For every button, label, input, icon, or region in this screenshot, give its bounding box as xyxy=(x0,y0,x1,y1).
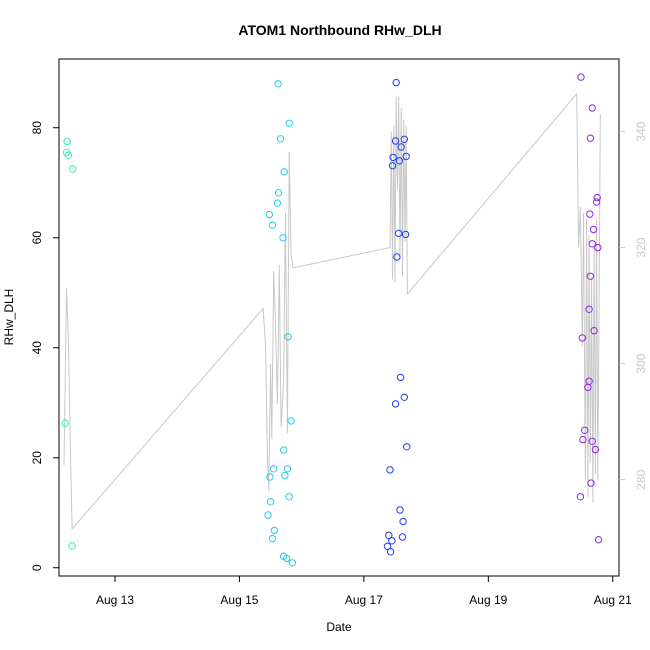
data-point-series-3 xyxy=(401,230,410,239)
data-point-series-2 xyxy=(274,189,283,197)
data-point-series-3 xyxy=(398,533,407,541)
data-point-series-4 xyxy=(590,327,598,335)
data-point-series-2 xyxy=(284,333,292,341)
data-point-series-2 xyxy=(285,119,293,128)
data-point-series-3 xyxy=(400,393,408,401)
data-point-series-3 xyxy=(392,78,400,87)
data-point-series-2 xyxy=(283,465,292,473)
data-point-series-3 xyxy=(395,229,403,238)
data-point-series-2 xyxy=(264,511,272,519)
data-point-series-3 xyxy=(386,548,395,556)
x-tick-label: Aug 19 xyxy=(469,593,507,607)
y-axis-left: 0 20 40 60 80 xyxy=(30,121,59,571)
data-point-series-2 xyxy=(285,493,293,501)
data-point-series-3 xyxy=(391,137,400,145)
data-point-series-2 xyxy=(270,465,278,473)
data-point-series-2 xyxy=(287,417,295,425)
data-point-series-1 xyxy=(61,419,69,427)
x-tick-label: Aug 13 xyxy=(96,593,134,607)
data-point-series-3 xyxy=(396,506,404,514)
data-point-series-2 xyxy=(268,534,277,543)
overlay-line-layer xyxy=(63,92,601,531)
data-point-series-3 xyxy=(386,466,394,474)
data-point-series-2 xyxy=(266,473,274,481)
y-tick-label: 40 xyxy=(30,341,44,355)
data-point-series-3 xyxy=(388,537,396,545)
right-y-tick-label: 320 xyxy=(634,237,648,257)
x-tick-label: Aug 15 xyxy=(220,593,258,607)
data-point-series-3 xyxy=(393,253,401,261)
data-point-series-3 xyxy=(402,152,410,161)
x-axis: Aug 13 Aug 15 Aug 17 Aug 19 Aug 21 xyxy=(96,576,632,607)
data-point-series-4 xyxy=(586,210,594,218)
data-point-series-4 xyxy=(581,426,589,434)
right-y-tick-label: 300 xyxy=(634,353,648,373)
data-point-series-2 xyxy=(279,446,288,454)
data-point-series-2 xyxy=(288,559,296,567)
data-point-series-4 xyxy=(587,479,595,487)
data-point-series-4 xyxy=(585,305,593,313)
data-point-series-3 xyxy=(385,531,393,539)
data-point-series-2 xyxy=(265,210,273,219)
data-point-series-4 xyxy=(578,334,586,342)
data-point-series-3 xyxy=(389,153,397,162)
data-point-series-3 xyxy=(399,517,407,526)
chart-title: ATOM1 Northbound RHw_DLH xyxy=(238,22,441,38)
data-point-series-4 xyxy=(588,437,596,445)
data-point-series-2 xyxy=(274,80,282,88)
x-tick-label: Aug 17 xyxy=(345,593,383,607)
data-point-series-3 xyxy=(397,143,405,151)
y-axis-right: 280 300 320 340 xyxy=(619,121,648,490)
data-point-series-4 xyxy=(588,104,596,112)
data-point-series-2 xyxy=(280,168,288,176)
y-tick-label: 0 xyxy=(30,564,44,571)
data-point-series-4 xyxy=(579,435,587,444)
data-point-series-3 xyxy=(396,373,405,382)
data-point-series-1 xyxy=(63,137,71,146)
data-point-series-4 xyxy=(586,272,595,280)
data-point-series-1 xyxy=(68,542,76,550)
data-point-series-2 xyxy=(283,554,291,563)
data-point-series-4 xyxy=(594,243,602,252)
data-point-series-2 xyxy=(281,471,289,480)
data-point-series-2 xyxy=(279,234,287,242)
data-point-series-3 xyxy=(403,443,411,451)
data-point-series-2 xyxy=(266,498,275,506)
data-point-series-2 xyxy=(276,135,285,143)
data-point-series-3 xyxy=(400,135,408,144)
plot-frame xyxy=(58,58,620,577)
data-point-series-4 xyxy=(592,198,601,206)
overlay-line xyxy=(63,92,601,531)
data-point-series-4 xyxy=(593,193,601,202)
data-point-series-4 xyxy=(586,134,595,142)
data-point-series-4 xyxy=(577,73,585,81)
data-point-series-3 xyxy=(395,157,404,165)
y-tick-label: 60 xyxy=(30,231,44,245)
data-point-series-4 xyxy=(591,445,600,454)
x-axis-label: Date xyxy=(326,620,352,634)
data-point-series-3 xyxy=(383,542,392,550)
points-layer xyxy=(61,73,603,567)
data-point-series-3 xyxy=(391,400,400,408)
data-point-series-4 xyxy=(584,383,592,392)
data-point-series-3 xyxy=(388,162,397,170)
data-point-series-4 xyxy=(594,536,603,544)
right-y-tick-label: 280 xyxy=(634,469,648,489)
data-point-series-2 xyxy=(268,221,277,229)
data-point-series-1 xyxy=(64,151,73,160)
data-point-series-4 xyxy=(589,225,598,234)
data-point-series-4 xyxy=(588,240,596,248)
data-point-series-2 xyxy=(273,199,282,207)
data-point-series-1 xyxy=(69,165,77,173)
y-axis-label: RHw_DLH xyxy=(2,289,16,346)
x-tick-label: Aug 21 xyxy=(594,593,632,607)
right-y-tick-label: 340 xyxy=(634,121,648,141)
y-tick-label: 20 xyxy=(30,451,44,465)
y-tick-label: 80 xyxy=(30,121,44,135)
data-point-series-4 xyxy=(576,493,585,501)
data-point-series-2 xyxy=(270,526,278,535)
